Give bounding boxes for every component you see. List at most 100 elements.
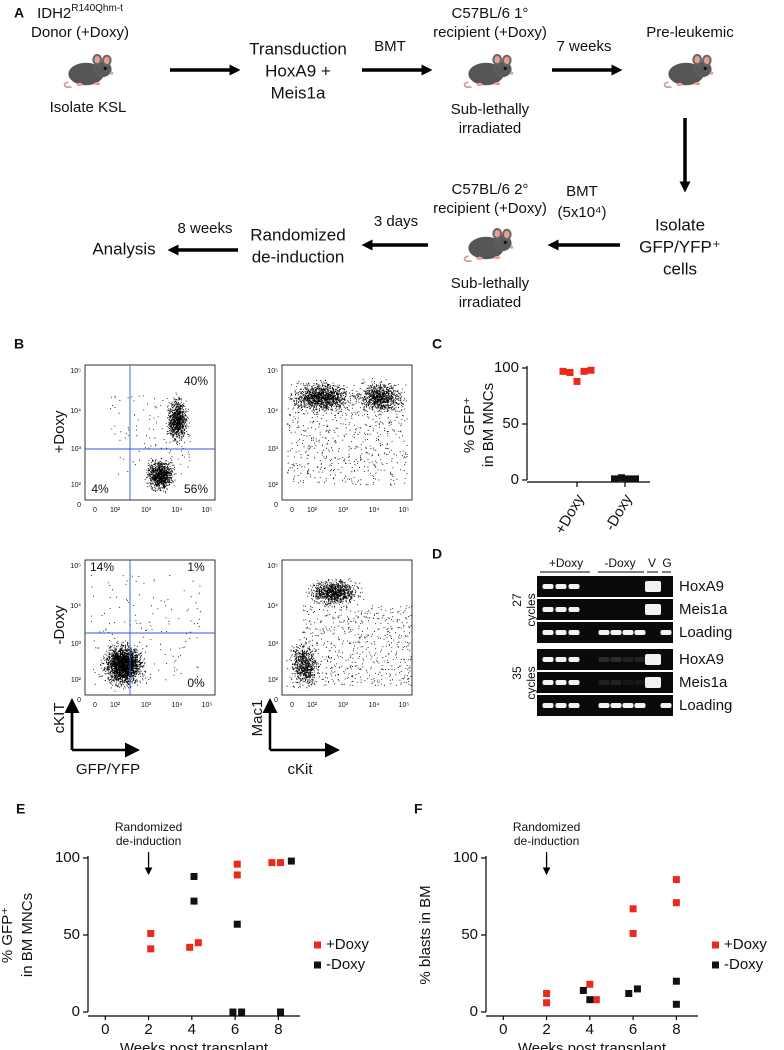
- y-tick-label: 100: [453, 849, 478, 866]
- flow-plot-frame: [84, 364, 216, 501]
- gel-band: [568, 607, 580, 612]
- event-cloud: [110, 392, 191, 494]
- gel-band: [622, 703, 634, 708]
- gel-band: [555, 657, 567, 662]
- gel-band: [568, 680, 580, 685]
- gel-strip: [537, 599, 673, 620]
- data-point: [190, 872, 198, 880]
- gel-strip: [537, 672, 673, 693]
- data-point: [566, 368, 574, 376]
- step-caption: Isolate KSL: [50, 99, 127, 116]
- data-point: [586, 980, 594, 988]
- event-cloud: [286, 578, 412, 689]
- gel-band: [598, 703, 610, 708]
- gel-band: [568, 630, 580, 635]
- data-point: [543, 990, 551, 998]
- y-tick-label: 10⁵: [267, 368, 278, 375]
- data-point: [233, 871, 241, 879]
- gel-band: [555, 584, 567, 589]
- legend-swatch: [314, 941, 321, 949]
- y-tick-label: 10³: [71, 446, 82, 453]
- panel-label: F: [414, 801, 423, 817]
- data-point: [587, 366, 595, 374]
- quadrant-percent: 14%: [90, 560, 114, 574]
- step-caption: Sub-lethally: [451, 275, 530, 292]
- annotation: Randomized: [115, 820, 182, 834]
- cycle-label: cycles: [524, 593, 538, 626]
- data-point: [625, 990, 633, 998]
- cycle-label: 27: [510, 593, 524, 607]
- quadrant-percent: 56%: [184, 482, 208, 496]
- cycle-label: cycles: [524, 666, 538, 699]
- gel-band: [634, 657, 646, 662]
- gel-band: [555, 680, 567, 685]
- y-tick-label: 0: [77, 697, 81, 704]
- y-tick-label: 10⁵: [267, 563, 278, 570]
- gel-band: [610, 630, 622, 635]
- data-point: [229, 1008, 237, 1016]
- gel-band: [610, 657, 622, 662]
- event-cloud: [90, 575, 201, 692]
- x-tick-label: 10²: [307, 507, 318, 514]
- x-tick-label: 10⁵: [202, 507, 213, 514]
- panel-b: B +Doxy -Doxy 40% 4% 56% 14% 1% 0% cKIT …: [14, 336, 340, 778]
- panel-label: B: [14, 336, 24, 352]
- panel-d: D +Doxy -Doxy V G: [432, 546, 672, 573]
- gel-band: [645, 654, 661, 665]
- y-tick-label: 10⁴: [70, 603, 81, 610]
- gel-band: [645, 581, 661, 592]
- flow-plot-frame: [281, 559, 413, 696]
- data-point: [559, 367, 567, 375]
- gene: IDH2: [37, 5, 71, 22]
- x-tick-label: 8: [672, 1021, 680, 1038]
- gel-band: [568, 703, 580, 708]
- cycle-label: 35: [510, 666, 524, 680]
- y-tick-label: 10²: [268, 482, 279, 489]
- legend-label: +Doxy: [326, 936, 369, 953]
- gel-band: [542, 680, 554, 685]
- x-tick-label: 8: [274, 1021, 282, 1038]
- x-tick-label: 6: [231, 1021, 239, 1038]
- x-tick-label: 2: [144, 1021, 152, 1038]
- y-tick-label: 10⁴: [267, 408, 278, 415]
- data-point: [147, 929, 155, 937]
- quadrant-percent: 1%: [187, 560, 205, 574]
- x-tick-label: 10⁴: [172, 702, 183, 709]
- x-tick-label: 10³: [141, 702, 152, 709]
- gel-band: [634, 630, 646, 635]
- data-point: [268, 859, 276, 867]
- gel-band: [634, 703, 646, 708]
- y-tick-label: 10⁵: [70, 368, 81, 375]
- step-text: Transduction: [249, 39, 347, 58]
- gel-band: [622, 630, 634, 635]
- data-point: [543, 999, 551, 1007]
- x-tick-label: 10³: [338, 702, 349, 709]
- annotation: Randomized: [513, 820, 580, 834]
- mouse: [463, 53, 515, 88]
- gel-band: [610, 680, 622, 685]
- arrow-label: 8 weeks: [177, 220, 232, 237]
- y-axis-label: in BM MNCs: [19, 893, 36, 977]
- data-point: [194, 939, 202, 947]
- y-axis-label: % GFP⁺: [0, 907, 16, 963]
- data-point: [277, 1008, 285, 1016]
- y-tick-label: 0: [72, 1003, 80, 1020]
- step-text: Randomized: [250, 225, 345, 244]
- step-text: Analysis: [92, 239, 155, 258]
- allele: R140Qhm-t: [71, 3, 123, 14]
- step-text: GFP/YFP⁺: [639, 237, 721, 256]
- gel-row-label: Meis1a: [679, 601, 728, 618]
- y-tick-label: 10²: [268, 677, 279, 684]
- y-tick-label: 50: [63, 926, 80, 943]
- x-tick-label: 2: [542, 1021, 550, 1038]
- data-point: [592, 996, 600, 1004]
- step-caption: irradiated: [459, 120, 522, 137]
- recipient-label: recipient (+Doxy): [433, 24, 547, 41]
- x-tick-label: 10³: [141, 507, 152, 514]
- gel-band: [660, 703, 672, 708]
- data-point: [672, 977, 680, 985]
- x-tick-label: 10²: [307, 702, 318, 709]
- gel-band: [645, 677, 661, 688]
- lane-group-label: +Doxy: [549, 556, 583, 570]
- panel-a: A IDH2R140Qhm-t Donor (+Doxy) Isolate KS…: [14, 3, 734, 311]
